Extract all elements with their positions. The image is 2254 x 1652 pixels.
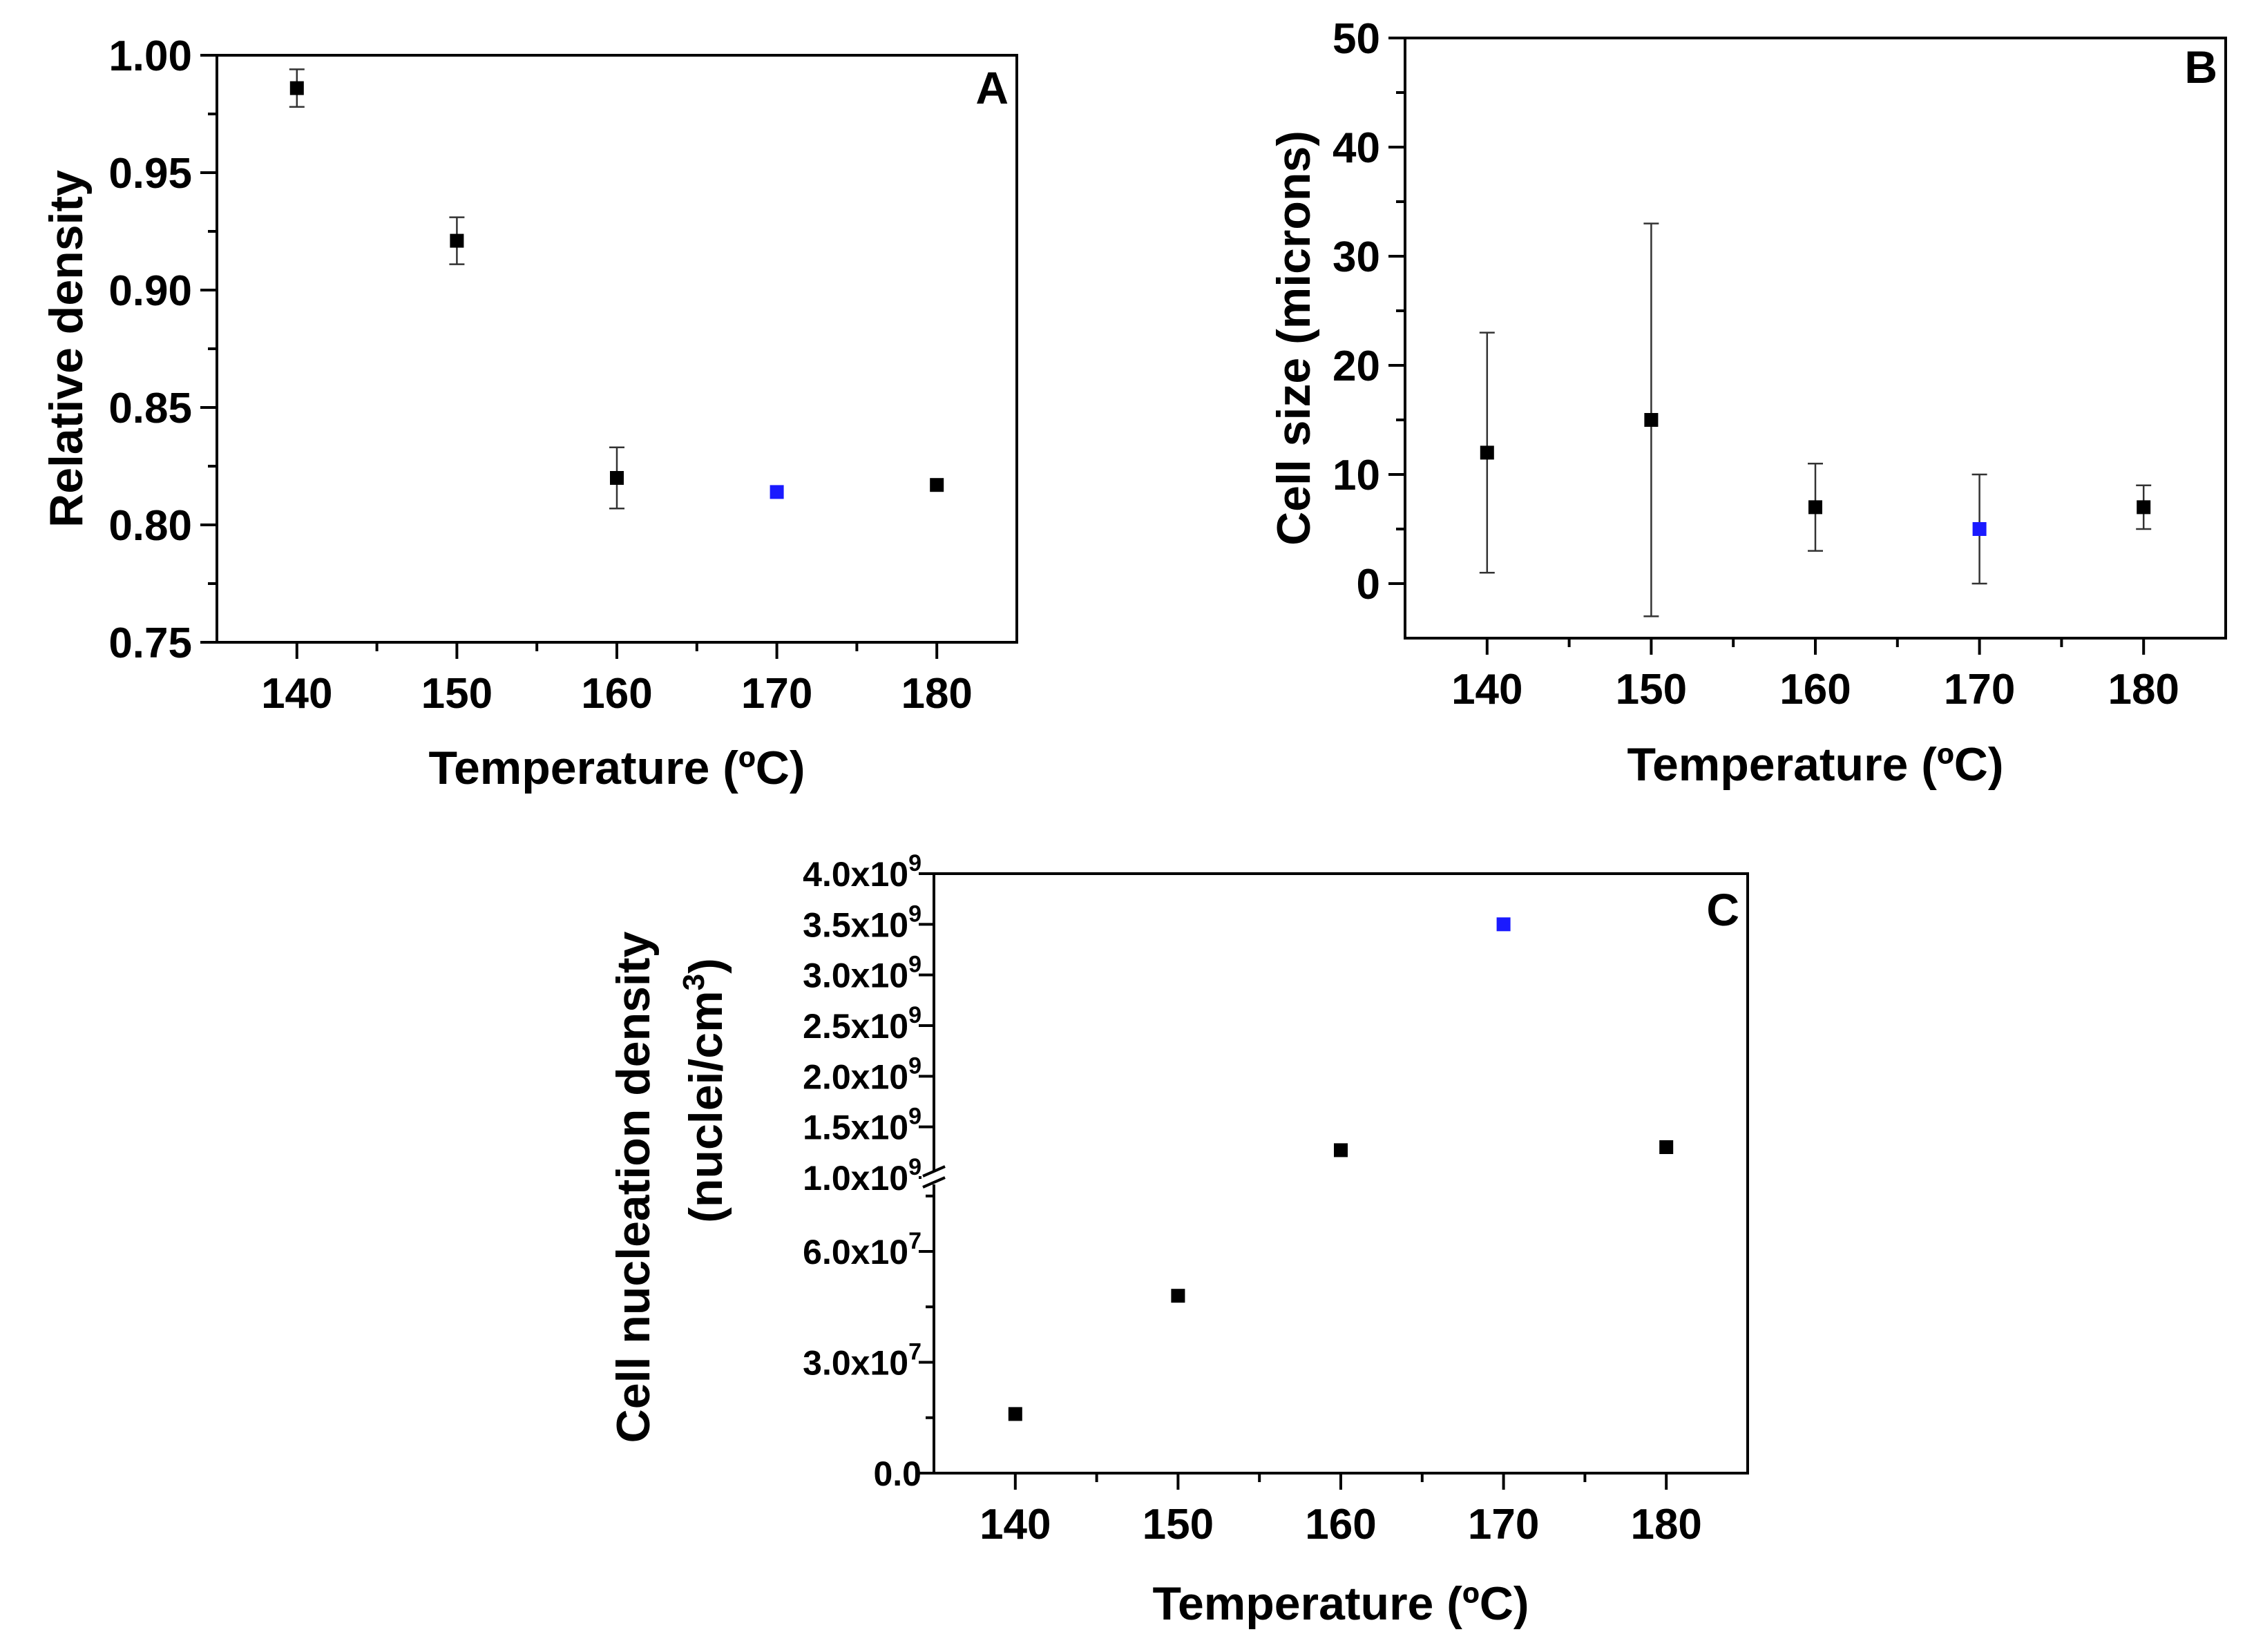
y-tick-label: 1.00: [108, 32, 192, 80]
data-point: [1496, 917, 1511, 932]
y-tick-exponent: 7: [908, 1339, 921, 1365]
x-tick-label: 160: [1305, 1501, 1376, 1548]
x-tick-label: 140: [261, 670, 332, 718]
y-tick-label: 3.5x109: [803, 901, 921, 944]
x-tick-label: 160: [581, 670, 652, 718]
y-tick-exponent: 9: [908, 1154, 921, 1180]
y-tick-label: 30: [1333, 233, 1380, 281]
data-point: [930, 478, 944, 492]
panel-label: B: [2184, 41, 2217, 93]
x-tick-label: 150: [1143, 1501, 1214, 1548]
y-tick-label: 4.0x109: [803, 850, 921, 894]
y-tick-label: 0.90: [108, 267, 192, 315]
y-tick-exponent: 9: [908, 1002, 921, 1028]
data-point: [1808, 500, 1822, 515]
x-tick-label: 140: [1451, 666, 1522, 713]
data-point: [1334, 1143, 1348, 1158]
x-axis-title: Temperature (ºC): [1153, 1577, 1529, 1630]
data-point: [770, 485, 784, 499]
x-tick-label: 150: [1616, 666, 1687, 713]
y-tick-label: 1.5x109: [803, 1104, 921, 1147]
y-axis-title-units-end: ): [680, 958, 732, 974]
x-tick-label: 180: [901, 670, 972, 718]
data-point: [610, 471, 624, 485]
x-tick-label: 150: [421, 670, 493, 718]
panel-label: C: [1706, 884, 1739, 935]
data-point: [289, 81, 304, 95]
y-tick-label: 6.0x107: [803, 1228, 921, 1271]
data-point: [1171, 1289, 1185, 1303]
y-tick-label: 3.0x109: [803, 952, 921, 995]
x-tick-label: 180: [1630, 1501, 1701, 1548]
plot-frame: [933, 872, 1749, 1475]
y-tick-label: 50: [1333, 15, 1380, 63]
y-axis-title: Cell nucleation density: [607, 932, 660, 1443]
y-tick-label: 10: [1333, 452, 1380, 499]
y-axis-title: Cell size (microns): [1268, 131, 1320, 546]
y-tick-label: 0.85: [108, 385, 192, 432]
panel-label: A: [975, 62, 1009, 113]
y-tick-exponent: 9: [908, 1104, 921, 1130]
data-point: [1972, 522, 1987, 536]
y-tick-label: 1.0x109: [803, 1154, 921, 1198]
y-tick-label: 0.75: [108, 620, 192, 667]
y-tick-label: 40: [1333, 124, 1380, 172]
x-axis-title: Temperature (ºC): [429, 742, 805, 794]
y-tick-exponent: 9: [908, 952, 921, 978]
x-tick-label: 160: [1779, 666, 1851, 713]
axis-break-mark: [922, 1165, 946, 1178]
data-point: [1659, 1140, 1674, 1154]
data-point: [2137, 500, 2151, 515]
y-tick-exponent: 9: [908, 1053, 921, 1079]
data-point: [1644, 413, 1659, 427]
panel-b: 140 150 160 170 180 Temperature (ºC) 0 10 20 30 40…: [1268, 15, 2227, 791]
plot-frame: [216, 54, 1018, 644]
y-tick-exponent: 7: [908, 1228, 921, 1254]
y-axis-title: Relative density: [40, 170, 93, 528]
y-tick-label: 3.0x107: [803, 1339, 921, 1383]
y-tick-label: 2.0x109: [803, 1053, 921, 1096]
y-axis-title-exponent: 3: [677, 974, 711, 990]
y-tick-label: 0.0: [873, 1454, 921, 1493]
y-tick-label: 0.95: [108, 150, 192, 198]
x-tick-label: 170: [1468, 1501, 1539, 1548]
y-tick-exponent: 9: [908, 850, 921, 876]
panel-a: 140 150 160 170 180 Temperature (ºC) 0.75 0.80 0…: [40, 32, 1018, 794]
x-axis-title: Temperature (ºC): [1627, 738, 2004, 791]
y-axis-title-units: (nuclei/cm3): [677, 958, 732, 1222]
x-tick-label: 170: [1944, 666, 2015, 713]
panel-c: 140 150 160 170 180 Temperature (ºC) 0.0 3.0x10…: [607, 850, 1749, 1630]
x-tick-label: 170: [741, 670, 812, 718]
y-tick-label: 20: [1333, 343, 1380, 390]
data-point: [450, 233, 464, 248]
y-tick-label: 0: [1357, 561, 1380, 608]
y-tick-label: 0.80: [108, 502, 192, 550]
data-point: [1008, 1407, 1022, 1421]
y-tick-exponent: 9: [908, 901, 921, 927]
x-tick-label: 140: [980, 1501, 1051, 1548]
axis-break-mark: [922, 1176, 946, 1189]
y-tick-label: 2.5x109: [803, 1002, 921, 1046]
data-point: [1480, 445, 1494, 460]
x-tick-label: 180: [2108, 666, 2179, 713]
